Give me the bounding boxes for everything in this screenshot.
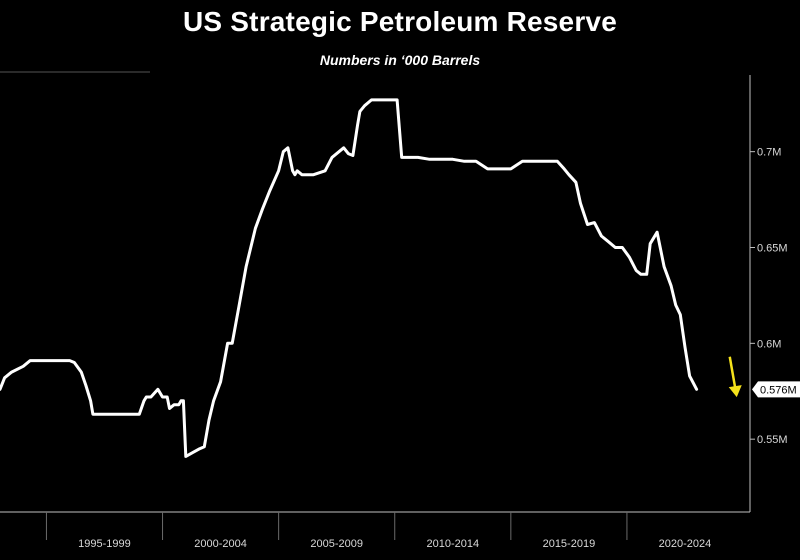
series-line — [0, 98, 699, 458]
x-tick-label: 1995-1999 — [78, 538, 131, 550]
y-tick-label: 0.7M — [757, 147, 781, 159]
last-value-badge — [752, 381, 800, 398]
chart-subtitle: Numbers in ‘000 Barrels — [319, 52, 481, 68]
x-axis: 1995-1999 2000-2004 2005-2009 2010-2014 2015… — [0, 511, 750, 550]
x-tick-label: 2015-2019 — [543, 538, 596, 550]
x-tick-label: 2010-2014 — [426, 538, 479, 550]
chart-title: US Strategic Petroleum Reserve — [183, 6, 617, 37]
annotation-layer — [728, 356, 742, 398]
series-layer — [0, 98, 699, 458]
y-tick-label: 0.55M — [757, 434, 788, 446]
y-tick-label: 0.6M — [757, 338, 781, 350]
y-axis: 0.55M 0.6M 0.65M 0.7M 0.576M — [749, 75, 800, 512]
x-tick-label: 2020-2024 — [659, 538, 712, 550]
last-value-label: 0.576M — [760, 384, 797, 396]
y-tick-label: 0.65M — [757, 243, 788, 255]
x-tick-label: 2005-2009 — [310, 538, 363, 550]
down-arrow-icon — [728, 356, 737, 392]
down-arrow-head — [728, 385, 742, 398]
x-tick-label: 2000-2004 — [194, 538, 247, 550]
